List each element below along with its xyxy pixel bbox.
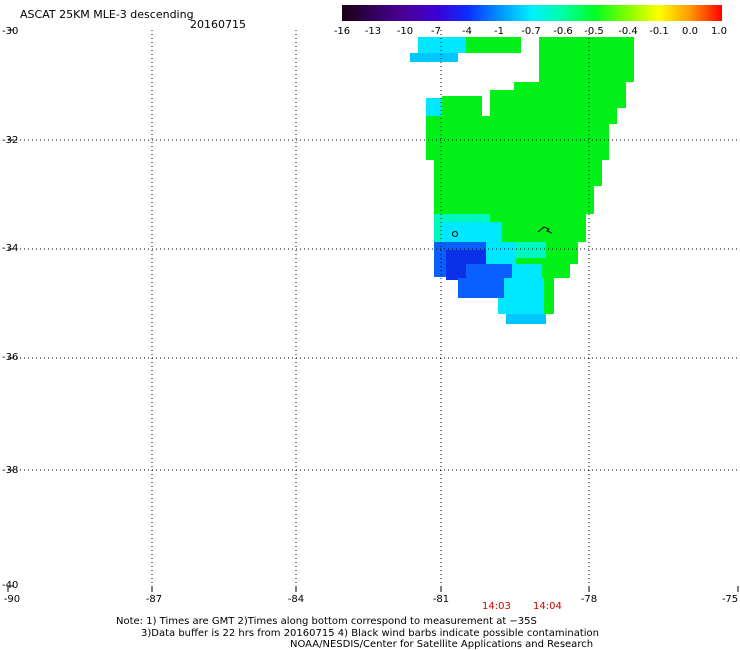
time-label: 14:03: [482, 601, 511, 612]
colorbar-label: -0.1: [649, 26, 669, 37]
swath-cell: [410, 53, 458, 62]
swath-cell: [490, 108, 617, 124]
lat-label: -40: [2, 580, 19, 591]
lat-label: -30: [2, 26, 19, 37]
colorbar-label: -13: [364, 26, 382, 37]
colorbar-label: -0.4: [618, 26, 638, 37]
colorbar-label: -10: [396, 26, 414, 37]
lon-label: -81: [432, 594, 450, 605]
map-date: 20160715: [190, 18, 246, 31]
lon-label: -87: [145, 594, 163, 605]
colorbar-label: -0.7: [521, 26, 541, 37]
swath-cell: [426, 138, 609, 160]
footnote-line-1: Note: 1) Times are GMT 2)Times along bot…: [116, 616, 537, 627]
contamination-mark: [537, 226, 553, 234]
swath-cell: [418, 37, 466, 53]
swath-cell: [539, 67, 634, 82]
contamination-mark: [452, 231, 458, 237]
lat-label: -34: [2, 243, 19, 254]
contamination-marks: [452, 226, 553, 237]
time-label: 14:04: [533, 601, 562, 612]
swath-cell: [512, 264, 542, 278]
swath-cell: [539, 37, 634, 67]
colorbar-label: -7: [431, 26, 441, 37]
lat-label: -38: [2, 465, 19, 476]
swath-cell: [490, 90, 626, 108]
colorbar-label: -0.6: [553, 26, 573, 37]
swath-cell: [498, 298, 544, 314]
colorbar-label: -0.5: [584, 26, 604, 37]
swath-cell: [434, 186, 594, 214]
swath-cell: [504, 278, 544, 298]
colorbar: [342, 5, 722, 21]
lat-lon-grid: [7, 29, 739, 592]
swath-cell: [434, 160, 602, 186]
swath-cell: [516, 242, 546, 258]
footnote-line-3: NOAA/NESDIS/Center for Satellite Applica…: [290, 639, 594, 650]
swath-cell: [442, 96, 482, 116]
lat-label: -36: [2, 352, 19, 363]
colorbar-label: 1.0: [711, 26, 727, 37]
swath-cell: [506, 314, 546, 324]
swath-cell: [458, 278, 504, 298]
colorbar-label: 0.0: [682, 26, 698, 37]
footnote-line-2: 3)Data buffer is 22 hrs from 20160715 4)…: [141, 628, 599, 639]
lon-label: -90: [3, 594, 21, 605]
mle-swath: [410, 37, 634, 324]
swath-cell: [426, 98, 442, 116]
colorbar-label: -16: [333, 26, 351, 37]
swath-cell: [466, 264, 512, 278]
swath-cell: [466, 37, 521, 53]
lon-label: -78: [580, 594, 598, 605]
lon-label: -75: [721, 594, 739, 605]
colorbar-label: -4: [462, 26, 472, 37]
colorbar-label: -1: [494, 26, 504, 37]
swath-cell: [486, 242, 516, 264]
swath-cell: [442, 222, 502, 242]
lon-label: -84: [287, 594, 305, 605]
map-title: ASCAT 25KM MLE-3 descending: [20, 8, 194, 21]
lat-label: -32: [2, 135, 19, 146]
